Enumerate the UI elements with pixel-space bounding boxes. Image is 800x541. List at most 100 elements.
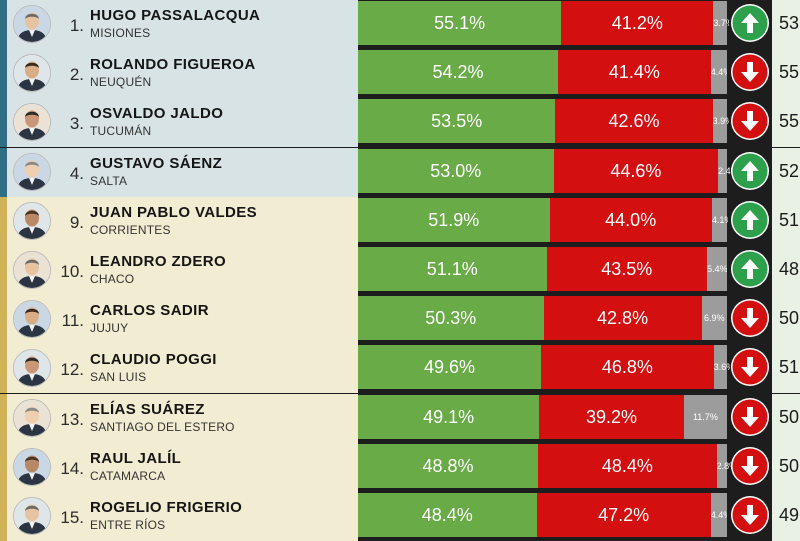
province-name: CATAMARCA (90, 469, 166, 483)
disapprove-label: 41.2% (611, 13, 663, 33)
approval-bar: 51.9% 44.0% 4.1% (358, 198, 728, 242)
province-name: CHACO (90, 272, 135, 286)
disapprove-segment (539, 395, 684, 439)
approve-segment (358, 345, 542, 389)
approve-label: 49.6% (423, 357, 476, 377)
approve-segment (358, 444, 539, 488)
governor-name: CARLOS SADIR (90, 302, 209, 319)
governor-name: ELÍAS SUÁREZ (90, 401, 205, 418)
rank-number: 2. (69, 65, 84, 84)
approval-bar: 55.1% 41.2% 3.7% (358, 1, 729, 45)
approve-segment (358, 99, 556, 143)
rank-number: 4. (69, 164, 84, 183)
approval-bar: 53.5% 42.6% 3.9% (358, 99, 729, 143)
rank-number: 1. (69, 16, 84, 35)
previous-value-cell: 50 (772, 295, 800, 344)
province-name: NEUQUÉN (90, 75, 152, 89)
governor-info: 12. CLAUDIO POGGI SAN LUIS (0, 344, 358, 393)
disapprove-segment (553, 149, 719, 193)
disapprove-label: 47.2% (598, 505, 650, 525)
approve-segment (358, 395, 540, 439)
approve-segment (358, 1, 562, 45)
previous-value: 50 (779, 407, 800, 427)
governor-row: 14. RAUL JALÍL CATAMARCA 48.8% 48.4% 2.8% 50 (0, 443, 800, 492)
other-label: 3.6% (713, 362, 730, 372)
previous-value-cell: 51 (772, 197, 800, 246)
governor-row: 15. ROGELIO FRIGERIO ENTRE RÍOS 48.4% 47.2% 4… (0, 492, 800, 541)
previous-value: 51 (779, 357, 800, 377)
approve-label: 50.3% (425, 308, 477, 328)
arrow-down-icon (731, 447, 769, 485)
arrow-down-icon (731, 53, 769, 91)
rank-number: 10. (60, 262, 84, 281)
disapprove-segment (538, 444, 717, 488)
governor-name: OSVALDO JALDO (90, 105, 224, 122)
avatar (13, 448, 51, 486)
approval-bar: 48.4% 47.2% 4.4% (358, 493, 727, 537)
disapprove-segment (561, 1, 714, 45)
previous-value-cell: 52 (772, 148, 800, 197)
province-name: JUJUY (90, 321, 129, 335)
disapprove-segment (549, 198, 712, 242)
governor-info: 9. JUAN PABLO VALDES CORRIENTES (0, 197, 358, 246)
previous-value: 55 (779, 111, 800, 131)
other-label: 3.7% (713, 18, 729, 28)
tier-accent-strip (0, 443, 7, 492)
other-label: 2.4% (718, 166, 734, 176)
governor-row: 12. CLAUDIO POGGI SAN LUIS 49.6% 46.8% 3.6% 51 (0, 344, 800, 393)
arrow-down-icon (731, 398, 769, 436)
governor-info: 11. CARLOS SADIR JUJUY (0, 295, 358, 344)
governor-row: 1. HUGO PASSALACQUA MISIONES 55.1% 41.2% 3.7%… (0, 0, 800, 49)
previous-value-cell: 55 (772, 98, 800, 147)
arrow-up-icon (731, 4, 769, 42)
previous-value: 51 (779, 210, 800, 230)
other-label: 6.9% (704, 313, 725, 323)
province-name: SALTA (90, 174, 128, 188)
disapprove-segment (546, 247, 708, 291)
disapprove-segment (543, 296, 702, 340)
tier-accent-strip (0, 197, 7, 246)
disapprove-label: 41.4% (608, 62, 660, 82)
avatar (13, 399, 51, 437)
province-name: CORRIENTES (90, 223, 171, 237)
rank-number: 15. (60, 508, 84, 527)
approve-label: 55.1% (434, 13, 486, 33)
arrow-up-icon (731, 152, 769, 190)
approve-label: 53.0% (430, 161, 482, 181)
other-label: 4.4% (710, 67, 727, 77)
approval-bar: 49.1% 39.2% 11.7% (358, 395, 727, 439)
arrow-up-icon (731, 201, 769, 239)
approval-bar: 48.8% 48.4% 2.8% (358, 444, 733, 488)
approval-bar: 54.2% 41.4% 4.4% (358, 50, 727, 94)
previous-value-cell: 50 (772, 394, 800, 443)
approve-segment (358, 50, 558, 94)
tier-accent-strip (0, 246, 7, 295)
approval-bar: 50.3% 42.8% 6.9% (358, 296, 727, 340)
province-name: TUCUMÁN (90, 124, 152, 138)
governor-name: ROLANDO FIGUEROA (90, 56, 256, 73)
province-name: SANTIAGO DEL ESTERO (90, 420, 235, 434)
governor-name: GUSTAVO SÁENZ (90, 155, 223, 172)
avatar (13, 153, 51, 191)
governor-info: 1. HUGO PASSALACQUA MISIONES (0, 0, 358, 49)
approve-label: 48.4% (421, 505, 473, 525)
disapprove-segment (555, 99, 713, 143)
approve-label: 48.8% (422, 456, 474, 476)
tier-accent-strip (0, 49, 7, 98)
province-name: MISIONES (90, 26, 151, 40)
governor-name: ROGELIO FRIGERIO (90, 499, 243, 516)
previous-value-cell: 49 (772, 492, 800, 541)
tier-accent-strip (0, 148, 7, 197)
disapprove-label: 42.8% (597, 308, 649, 328)
approve-label: 51.1% (426, 259, 478, 279)
avatar (13, 300, 51, 338)
approval-bar: 53.0% 44.6% 2.4% (358, 149, 734, 193)
rank-number: 9. (69, 213, 84, 232)
tier-accent-strip (0, 492, 7, 541)
avatar (13, 497, 51, 535)
avatar (13, 5, 51, 43)
rank-number: 12. (60, 360, 84, 379)
governor-info: 15. ROGELIO FRIGERIO ENTRE RÍOS (0, 492, 358, 541)
avatar (13, 54, 51, 92)
